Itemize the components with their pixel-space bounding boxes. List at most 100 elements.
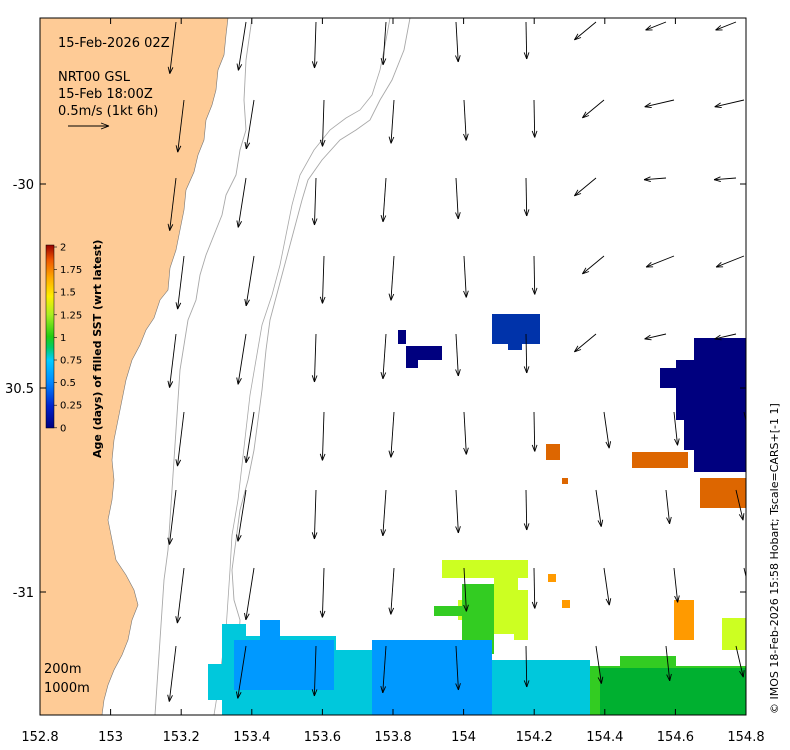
current-vectors: [167, 21, 746, 702]
colorbar-tick-label: 2: [60, 243, 66, 254]
current-arrow: [455, 333, 461, 377]
current-arrow: [714, 333, 737, 341]
current-arrow: [531, 411, 538, 452]
sst-patch-dark-blue-east: [660, 338, 746, 472]
current-time-label: 15-Feb 18:00Z: [58, 87, 153, 102]
current-arrow: [244, 411, 255, 464]
current-arrow: [574, 177, 597, 197]
current-arrow: [311, 21, 318, 69]
current-arrow: [673, 567, 680, 603]
current-arrow: [531, 567, 538, 609]
current-arrow: [455, 21, 461, 63]
x-tick-label: 153: [98, 730, 123, 745]
current-arrow: [644, 99, 675, 109]
x-tick-label: 154.6: [657, 730, 694, 745]
colorbar-tick-label: 0: [60, 423, 66, 434]
current-arrow: [380, 177, 387, 223]
current-arrow: [311, 333, 318, 383]
colorbar-label: Age (days) of filled SST (wrt latest): [91, 240, 104, 458]
current-arrow: [531, 255, 538, 295]
x-tick-label: 153.8: [374, 730, 411, 745]
contour-1000m: [231, 18, 411, 715]
current-arrow: [236, 177, 247, 228]
scale-arrow: [68, 122, 110, 130]
colorbar-tick-label: 1.5: [60, 288, 76, 299]
current-arrow: [603, 567, 612, 606]
current-arrow: [603, 411, 612, 449]
current-arrow: [380, 489, 387, 537]
current-arrow: [735, 489, 745, 521]
current-arrow: [523, 489, 530, 531]
y-tick-label: -30: [13, 178, 34, 193]
contour-200m: [154, 18, 253, 715]
contour-2000m: [213, 18, 391, 715]
colorbar-tick-label: 0.25: [60, 401, 82, 412]
colorbar-tick-label: 0.75: [60, 356, 82, 367]
current-arrow: [455, 489, 461, 534]
x-tick-label: 153.2: [163, 730, 200, 745]
current-arrow: [715, 255, 745, 268]
current-arrow: [715, 21, 737, 31]
sst-patch-amber: [548, 574, 694, 640]
current-arrow: [531, 99, 538, 138]
current-arrow: [311, 177, 318, 226]
current-arrow: [455, 177, 461, 220]
x-tick-label: 153.6: [304, 730, 341, 745]
x-tick-label: 154.4: [586, 730, 623, 745]
current-arrow: [244, 567, 255, 621]
current-arrow: [523, 645, 530, 688]
current-arrow: [167, 489, 177, 545]
map-timestamp: 15-Feb-2026 02Z: [58, 36, 170, 51]
current-product-label: NRT00 GSL: [58, 70, 131, 85]
current-arrow: [643, 176, 667, 183]
current-arrow: [380, 333, 387, 380]
current-arrow: [167, 333, 177, 388]
current-arrow: [595, 645, 604, 684]
sst-patch-blue-north: [492, 314, 540, 350]
colorbar-tick-label: 0.5: [60, 378, 76, 389]
x-tick-label: 154.2: [516, 730, 553, 745]
current-arrow: [574, 333, 597, 353]
current-arrow: [319, 567, 326, 618]
current-arrow: [388, 255, 395, 301]
current-arrow: [167, 177, 177, 231]
current-arrow: [743, 411, 746, 423]
current-arrow: [244, 99, 255, 150]
current-arrow: [582, 99, 605, 119]
x-tick-label: 154: [451, 730, 476, 745]
x-tick-label: 153.4: [233, 730, 270, 745]
current-arrow: [523, 177, 530, 217]
current-arrow: [673, 411, 680, 446]
current-arrow: [175, 411, 185, 467]
current-arrow: [311, 645, 318, 697]
current-arrow: [380, 645, 387, 694]
sst-patch-orange: [546, 444, 746, 508]
sst-patch-dark-blue-mid: [398, 330, 442, 368]
current-arrow: [175, 99, 185, 153]
current-arrow: [665, 645, 672, 682]
current-arrow: [388, 99, 395, 144]
current-arrow: [236, 333, 247, 385]
current-scale-label: 0.5m/s (1kt 6h): [58, 104, 158, 119]
current-arrow: [175, 567, 185, 624]
current-arrow: [236, 489, 247, 542]
current-arrow: [595, 489, 604, 527]
colorbar-tick-label: 1.75: [60, 265, 82, 276]
x-axis: 152.8 153 153.2 153.4 153.6 153.8 154 154.2 154.…: [21, 18, 765, 745]
current-arrow: [319, 99, 326, 147]
current-arrow: [582, 255, 605, 275]
current-arrow: [455, 645, 461, 691]
current-arrow: [743, 567, 746, 579]
current-arrow: [175, 255, 185, 310]
y-tick-label: 30.5: [5, 382, 34, 397]
current-arrow: [523, 333, 530, 374]
current-arrow: [574, 21, 597, 41]
current-arrow: [311, 489, 318, 540]
current-arrow: [463, 255, 469, 298]
current-arrow: [735, 645, 745, 678]
current-arrow: [645, 21, 667, 31]
current-arrow: [463, 411, 469, 455]
current-arrow: [644, 333, 667, 341]
current-arrow: [463, 99, 469, 141]
